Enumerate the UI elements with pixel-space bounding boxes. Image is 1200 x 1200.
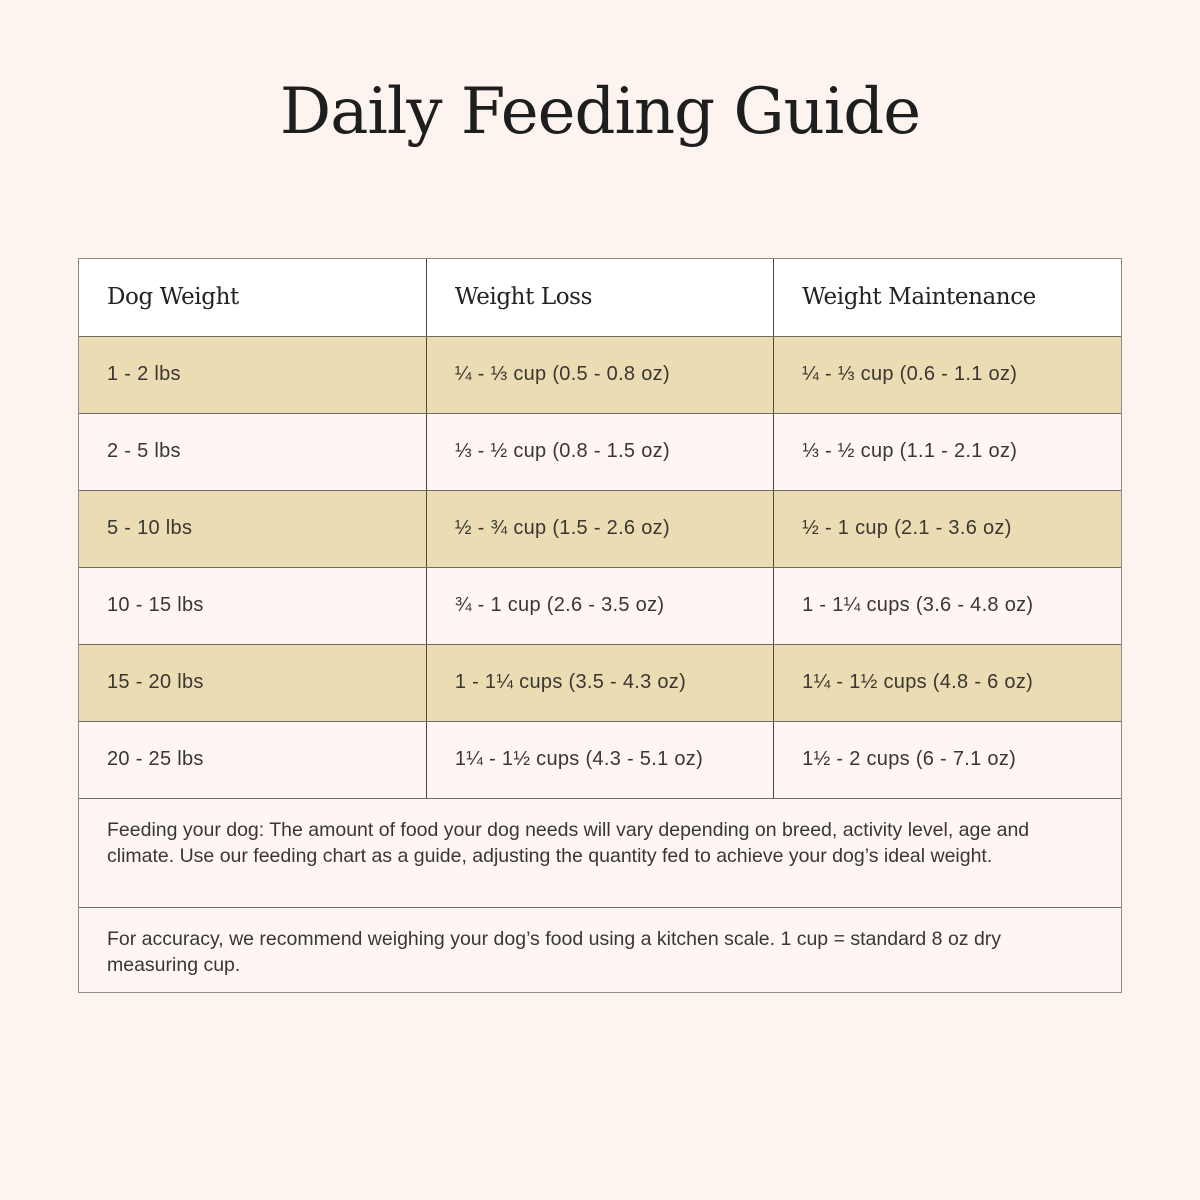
dog-weight-cell: 15 - 20 lbs [79,644,427,722]
dog-weight-cell: 10 - 15 lbs [79,567,427,645]
weight-loss-cell: ¼ - ⅓ cup (0.5 - 0.8 oz) [425,336,774,414]
table-row: 5 - 10 lbs ½ - ¾ cup (1.5 - 2.6 oz) ½ - … [79,490,1121,568]
header-dog-weight: Dog Weight [79,259,427,337]
weight-loss-cell: 1¼ - 1½ cups (4.3 - 5.1 oz) [425,721,774,799]
dog-weight-cell: 5 - 10 lbs [79,490,427,568]
table-row: 20 - 25 lbs 1¼ - 1½ cups (4.3 - 5.1 oz) … [79,721,1121,799]
feeding-note: Feeding your dog: The amount of food you… [107,818,1030,867]
dog-weight-cell: 20 - 25 lbs [79,721,427,799]
header-weight-loss: Weight Loss [425,259,774,337]
weight-maintenance-cell: 1 - 1¼ cups (3.6 - 4.8 oz) [773,567,1121,645]
weight-loss-cell: ¾ - 1 cup (2.6 - 3.5 oz) [425,567,774,645]
dog-weight-cell: 2 - 5 lbs [79,413,427,491]
weight-loss-cell: 1 - 1¼ cups (3.5 - 4.3 oz) [425,644,774,722]
weight-maintenance-cell: 1½ - 2 cups (6 - 7.1 oz) [773,721,1121,799]
feeding-table: Dog Weight Weight Loss Weight Maintenanc… [79,259,1121,799]
weight-maintenance-cell: ½ - 1 cup (2.1 - 3.6 oz) [773,490,1121,568]
table-row: 2 - 5 lbs ⅓ - ½ cup (0.8 - 1.5 oz) ⅓ - ½… [79,413,1121,491]
page-title: Daily Feeding Guide [279,75,921,149]
weight-maintenance-cell: 1¼ - 1½ cups (4.8 - 6 oz) [773,644,1121,722]
weight-maintenance-cell: ¼ - ⅓ cup (0.6 - 1.1 oz) [773,336,1121,414]
weight-loss-cell: ½ - ¾ cup (1.5 - 2.6 oz) [425,490,774,568]
table-row: 15 - 20 lbs 1 - 1¼ cups (3.5 - 4.3 oz) 1… [79,644,1121,722]
table-header-row: Dog Weight Weight Loss Weight Maintenanc… [79,259,1121,337]
table-row: 10 - 15 lbs ¾ - 1 cup (2.6 - 3.5 oz) 1 -… [79,567,1121,645]
header-weight-maintenance: Weight Maintenance [773,259,1121,337]
table-row: 1 - 2 lbs ¼ - ⅓ cup (0.5 - 0.8 oz) ¼ - ⅓… [79,336,1121,414]
feeding-guide-panel: Dog Weight Weight Loss Weight Maintenanc… [78,258,1122,993]
weight-loss-cell: ⅓ - ½ cup (0.8 - 1.5 oz) [425,413,774,491]
weight-maintenance-cell: ⅓ - ½ cup (1.1 - 2.1 oz) [773,413,1121,491]
accuracy-note: For accuracy, we recommend weighing your… [79,906,1121,992]
dog-weight-cell: 1 - 2 lbs [79,336,427,414]
